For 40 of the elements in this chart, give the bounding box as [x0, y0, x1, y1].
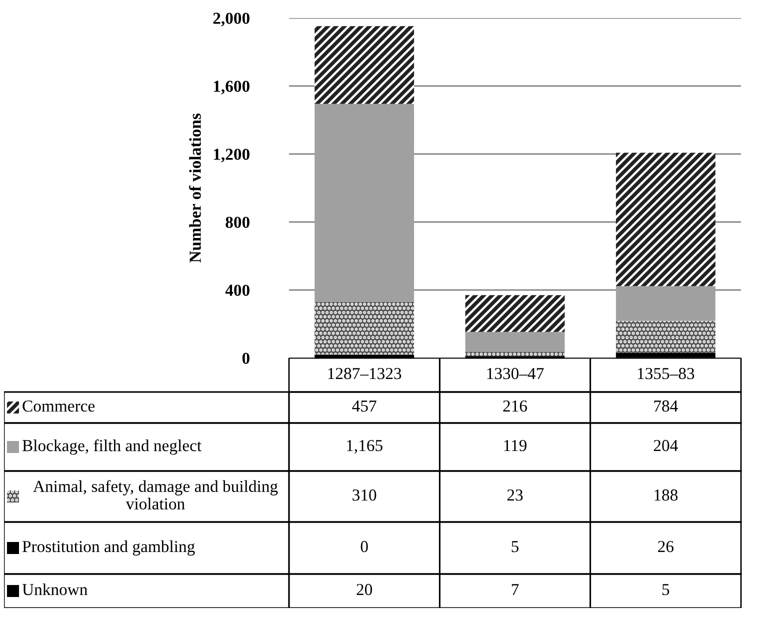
data-label: 457 [352, 400, 376, 412]
y-tick-label: 0 [242, 352, 250, 364]
legend-label: Animal, safety, damage and building violation [33, 480, 278, 510]
data-label: 26 [658, 540, 674, 552]
legend-label: Unknown [22, 583, 88, 596]
y-tick-label: 1,600 [214, 80, 250, 94]
y-tick-label: 2,000 [213, 12, 250, 26]
data-label: 7 [512, 584, 519, 596]
data-label: 5 [512, 541, 519, 552]
legend-label: Prostitution and gambling [22, 540, 195, 556]
y-tick-label: 800 [226, 216, 250, 228]
bar [616, 152, 716, 286]
data-label: 23 [507, 489, 523, 501]
bar [314, 26, 414, 104]
data-label: 310 [352, 489, 376, 501]
x-tick-label: 1330–47 [487, 368, 544, 380]
bar [314, 104, 414, 302]
bar [616, 320, 716, 353]
legend-label: Commerce [22, 400, 95, 412]
bar [465, 352, 565, 356]
data-label: 216 [503, 400, 528, 412]
x-tick-label: 1287–1323 [328, 368, 402, 380]
x-tick-label: 1355–83 [638, 368, 694, 380]
data-label: 204 [654, 440, 678, 452]
data-label: 5 [662, 584, 670, 596]
bar [314, 354, 414, 358]
bar [616, 286, 716, 321]
bar [465, 295, 565, 332]
data-label: 1,165 [347, 440, 382, 454]
y-tick-label: 400 [225, 284, 250, 296]
legend-label: Blockage, filth and neglect [22, 439, 202, 455]
data-label: 20 [356, 584, 372, 596]
y-tick-label: 1,200 [214, 148, 250, 162]
data-label: 119 [504, 440, 527, 452]
data-label: 188 [654, 489, 678, 501]
bar [465, 332, 565, 352]
bar [314, 302, 414, 355]
data-label: 0 [360, 540, 368, 552]
y-axis-title: Number of violations [188, 114, 201, 263]
data-label: 784 [654, 400, 678, 412]
